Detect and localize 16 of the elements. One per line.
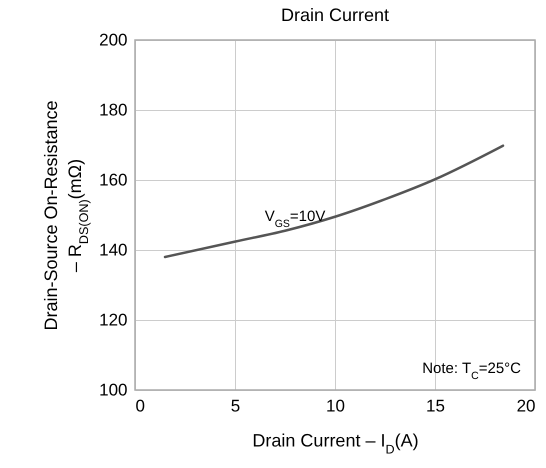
y-tick-label: 160 [99,170,128,190]
y-tick-label: 100 [99,380,128,400]
y-tick-label: 180 [99,100,128,120]
y-tick-label: 140 [99,240,128,260]
y-tick-label: 120 [99,310,128,330]
x-tick-label: 5 [230,396,240,416]
x-tick-label: 10 [326,396,345,416]
x-axis-title: Drain Current – I$_{D}$(A) [252,430,419,456]
annotation: V$_{GS}$=10V [264,208,326,230]
x-tick-label: 0 [136,396,145,416]
y-tick-label: 200 [99,30,128,50]
line-series [164,144,504,258]
annotation: Note: T$_{C}$=25°C [422,360,522,382]
chart-title: Drain Current [280,5,390,25]
x-tick-label: 20 [516,396,536,416]
x-tick-label: 15 [426,396,445,416]
